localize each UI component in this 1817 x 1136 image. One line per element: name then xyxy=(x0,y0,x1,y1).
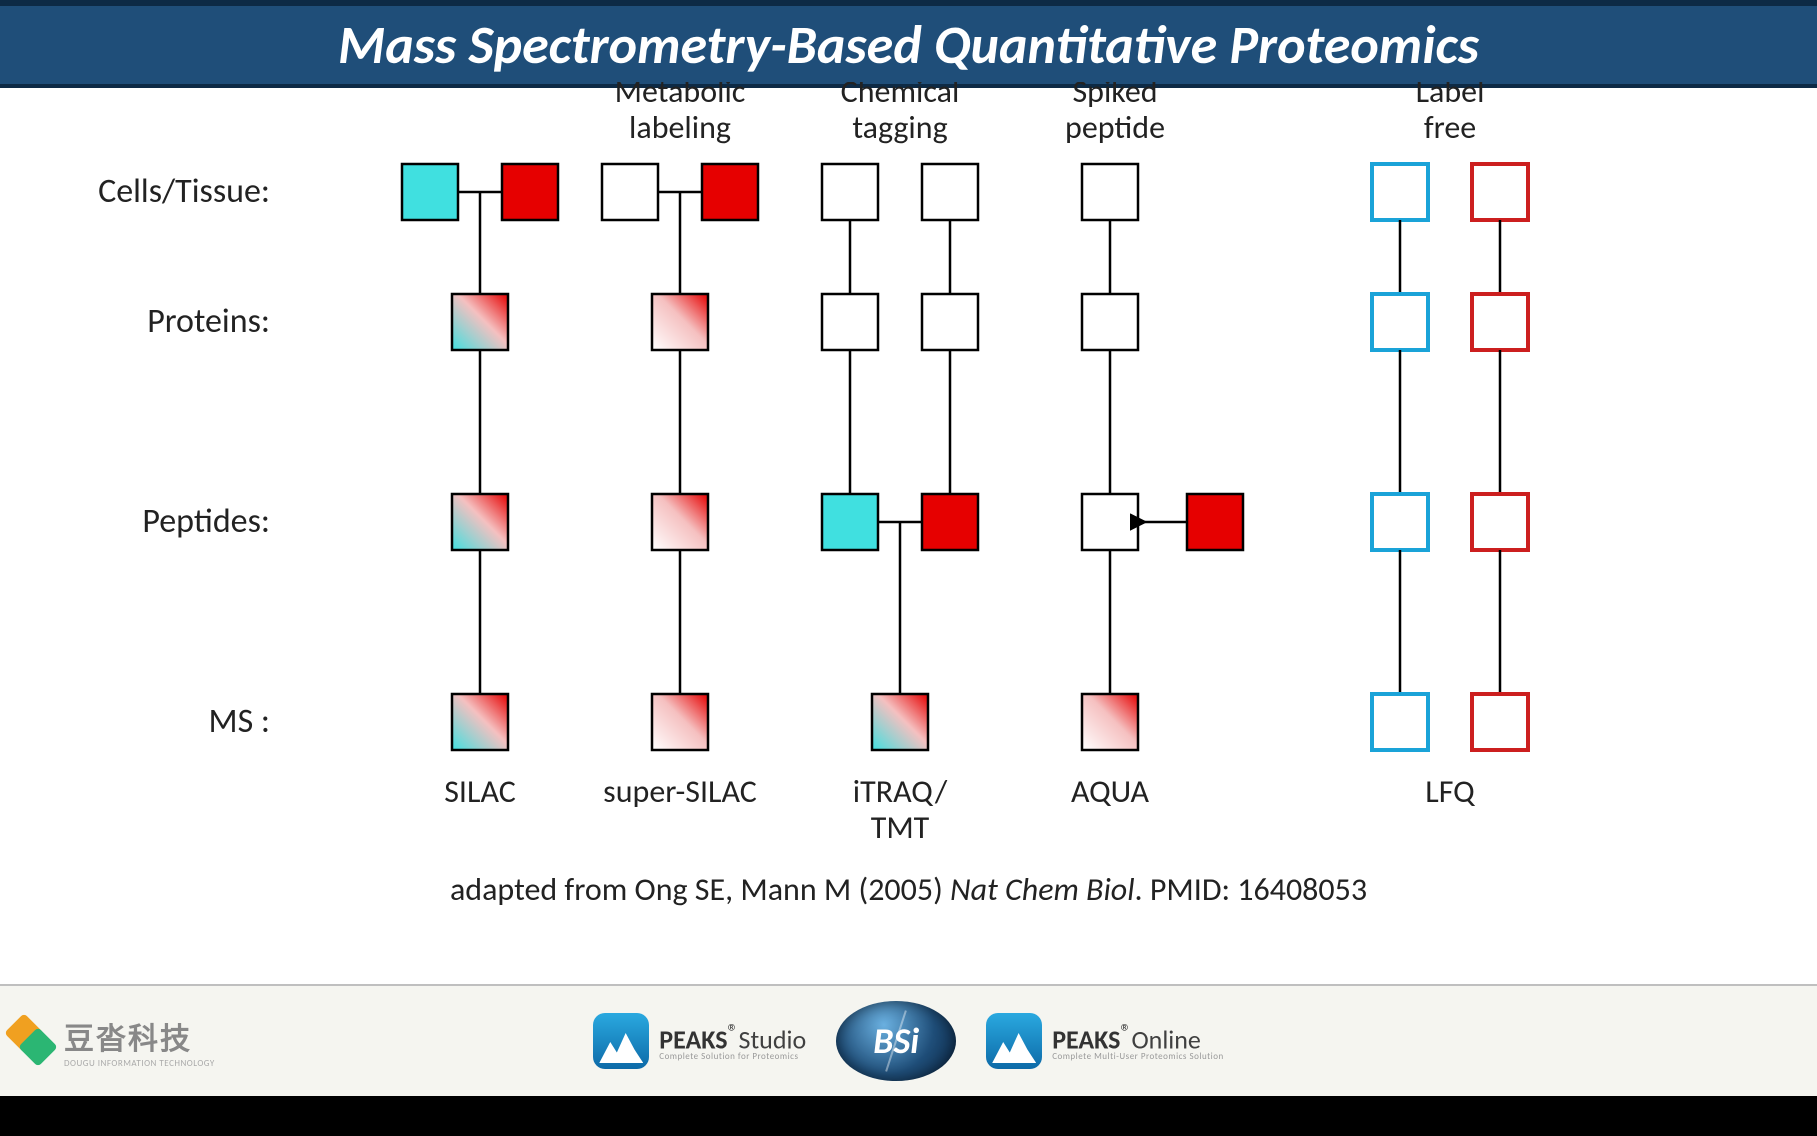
peaks-online-sub: Complete Multi-User Proteomics Solution xyxy=(1052,1052,1224,1061)
slide-title: Mass Spectrometry-Based Quantitative Pro… xyxy=(0,0,1817,88)
citation: adapted from Ong SE, Mann M (2005) Nat C… xyxy=(0,870,1817,909)
proteomics-diagram: Cells/Tissue: Proteins: Peptides: MS : Metab… xyxy=(0,82,1817,902)
citation-journal: Nat Chem Biol xyxy=(950,870,1135,909)
svg-text:tagging: tagging xyxy=(852,108,947,147)
dougu-icon xyxy=(10,1019,54,1063)
peaks-studio-logo: PEAKS®Studio Complete Solution for Prote… xyxy=(593,1013,806,1069)
svg-text:peptide: peptide xyxy=(1065,108,1165,147)
citation-suffix: . PMID: 16408053 xyxy=(1135,870,1368,909)
svg-text:Proteins:: Proteins: xyxy=(147,301,270,342)
svg-text:TMT: TMT xyxy=(871,808,930,847)
svg-text:LFQ: LFQ xyxy=(1425,772,1476,811)
svg-text:Chemical: Chemical xyxy=(841,82,960,111)
peaks-studio-sub: Complete Solution for Proteomics xyxy=(659,1052,806,1061)
peaks-icon xyxy=(593,1013,649,1069)
svg-text:AQUA: AQUA xyxy=(1071,772,1150,811)
svg-text:Spiked: Spiked xyxy=(1072,82,1157,111)
svg-text:labeling: labeling xyxy=(629,108,731,147)
svg-text:MS :: MS : xyxy=(209,701,270,742)
footer: 豆沓科技 DOUGU INFORMATION TECHNOLOGY PEAKS®… xyxy=(0,984,1817,1096)
svg-text:free: free xyxy=(1424,108,1476,147)
bsi-logo: BSi xyxy=(836,1001,956,1081)
svg-text:Label: Label xyxy=(1416,82,1485,111)
peaks-icon xyxy=(986,1013,1042,1069)
citation-prefix: adapted from Ong SE, Mann M (2005) xyxy=(450,870,950,909)
svg-text:iTRAQ/: iTRAQ/ xyxy=(853,772,948,811)
bottom-bar xyxy=(0,1096,1817,1136)
svg-text:Cells/Tissue:: Cells/Tissue: xyxy=(98,171,270,212)
peaks-online-logo: PEAKS®Online Complete Multi-User Proteom… xyxy=(986,1013,1224,1069)
svg-text:SILAC: SILAC xyxy=(444,772,516,811)
svg-text:Metabolic: Metabolic xyxy=(615,82,746,111)
dougu-cn: 豆沓科技 xyxy=(64,1021,192,1058)
svg-text:super-SILAC: super-SILAC xyxy=(603,772,757,811)
svg-text:Peptides:: Peptides: xyxy=(142,501,270,542)
dougu-logo: 豆沓科技 DOUGU INFORMATION TECHNOLOGY xyxy=(10,1014,215,1069)
dougu-en: DOUGU INFORMATION TECHNOLOGY xyxy=(64,1058,215,1069)
slide: Mass Spectrometry-Based Quantitative Pro… xyxy=(0,0,1817,1136)
